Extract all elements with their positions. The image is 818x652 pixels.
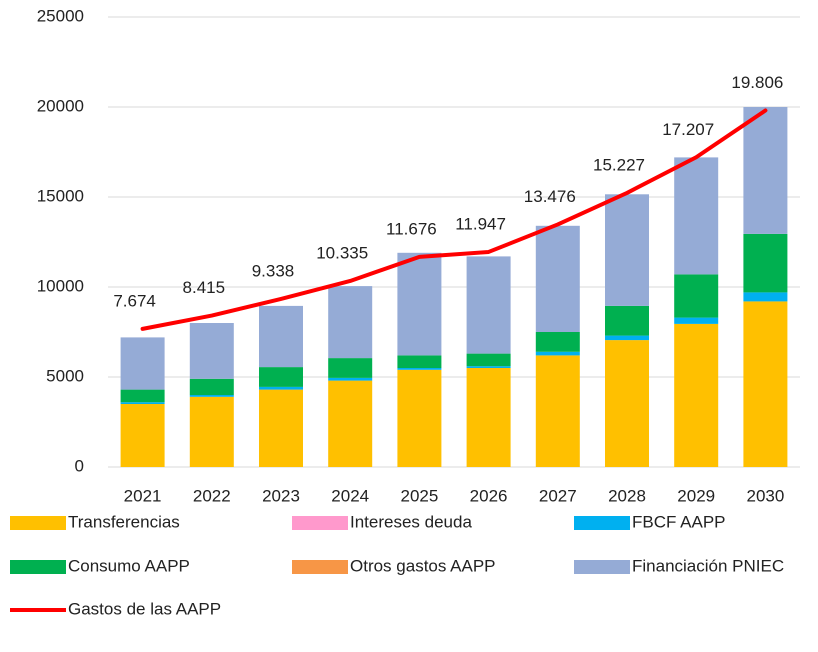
bar-segment [605, 305, 649, 336]
legend-swatch [292, 516, 348, 530]
bar-segment [466, 353, 511, 367]
bar-segment [605, 335, 649, 341]
line [140, 108, 768, 331]
bar-segment [605, 340, 649, 467]
data-label: 10.335 [316, 243, 368, 262]
legend-label: Intereses deuda [350, 512, 472, 531]
x-tick-label: 2023 [262, 486, 300, 505]
bar-segment [189, 378, 234, 395]
x-tick-label: 2029 [677, 486, 715, 505]
bar-segment [674, 274, 719, 318]
bar-segment [466, 366, 511, 368]
bar-segment [535, 225, 580, 332]
bar-segment [397, 369, 442, 467]
bar-segment [259, 389, 303, 467]
data-label: 8.415 [183, 278, 226, 297]
y-tick-label: 25000 [37, 6, 84, 25]
x-tick-label: 2021 [124, 486, 162, 505]
bar-segment [605, 194, 649, 306]
y-tick-label: 10000 [37, 276, 84, 295]
y-tick-label: 20000 [37, 96, 84, 115]
legend-label: Financiación PNIEC [632, 556, 784, 575]
bar-segment [535, 332, 580, 352]
legend-label: Gastos de las AAPP [68, 599, 221, 618]
legend-label: FBCF AAPP [632, 512, 726, 531]
bar-segment [328, 380, 373, 467]
bar-segment [743, 107, 788, 234]
legend-swatch [10, 560, 66, 574]
bar-segment [674, 157, 719, 275]
legend-swatch [292, 560, 348, 574]
bar-segment [120, 337, 165, 390]
bar-segment [466, 368, 511, 467]
data-label: 13.476 [524, 187, 576, 206]
legend-label: Transferencias [68, 512, 180, 531]
legend-label: Otros gastos AAPP [350, 556, 496, 575]
x-tick-label: 2025 [400, 486, 438, 505]
data-label: 15.227 [593, 155, 645, 174]
bar-segment [535, 351, 580, 356]
legend-swatch [10, 516, 66, 530]
bar-segment [328, 358, 373, 378]
legend-swatch [574, 516, 630, 530]
bar-segment [743, 292, 788, 302]
y-tick-label: 5000 [46, 366, 84, 385]
bar-segment [535, 355, 580, 467]
data-label: 19.806 [731, 73, 783, 92]
bar-segment [397, 368, 442, 370]
y-tick-label: 15000 [37, 186, 84, 205]
bar-segment [466, 256, 511, 354]
bar-segment [120, 389, 165, 403]
x-tick-label: 2022 [193, 486, 231, 505]
bar-segment [189, 395, 234, 397]
bar-segment [743, 301, 788, 467]
x-tick-label: 2024 [331, 486, 369, 505]
bar-segment [120, 402, 165, 404]
x-tick-label: 2028 [608, 486, 646, 505]
data-label: 11.947 [455, 214, 506, 233]
bar-segment [259, 367, 303, 387]
bar-segment [189, 323, 234, 379]
y-tick-label: 0 [75, 456, 84, 475]
bar-segment [674, 323, 719, 467]
data-label: 7.674 [113, 291, 156, 310]
bar-segment [397, 355, 442, 368]
data-label: 9.338 [252, 261, 295, 280]
bar-segment [189, 396, 234, 467]
bar-segment [259, 305, 303, 368]
legend-label: Consumo AAPP [68, 556, 190, 575]
data-label: 11.676 [386, 219, 437, 238]
x-tick-label: 2030 [746, 486, 784, 505]
x-tick-label: 2027 [539, 486, 577, 505]
bar-segment [259, 386, 303, 390]
bar-segment [328, 377, 373, 381]
data-label: 17.207 [662, 120, 714, 139]
bar-segment [397, 252, 442, 356]
bar-segment [674, 317, 719, 324]
legend-swatch [574, 560, 630, 574]
bar-segment [328, 286, 373, 359]
x-tick-label: 2026 [470, 486, 508, 505]
bar-segment [120, 404, 165, 467]
bar-segment [743, 233, 788, 293]
